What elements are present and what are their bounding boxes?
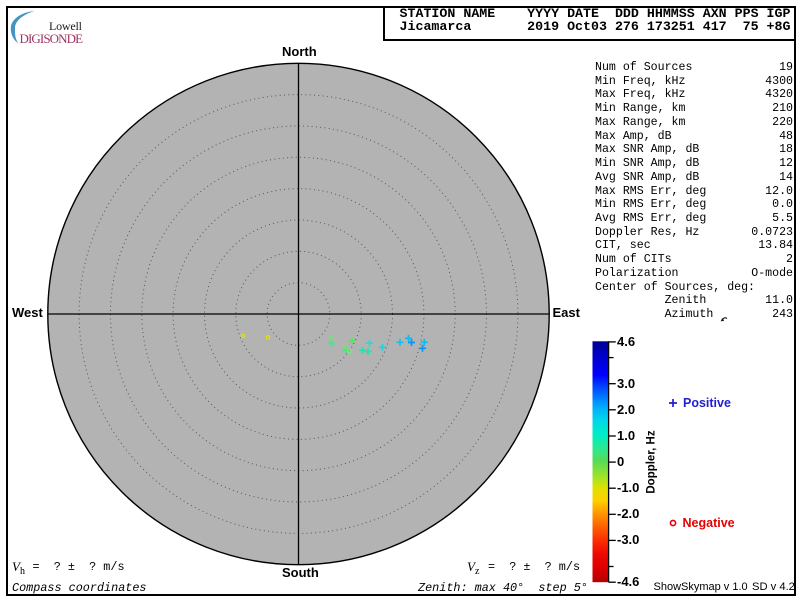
svg-text:Doppler, Hz: Doppler, Hz xyxy=(646,430,658,494)
